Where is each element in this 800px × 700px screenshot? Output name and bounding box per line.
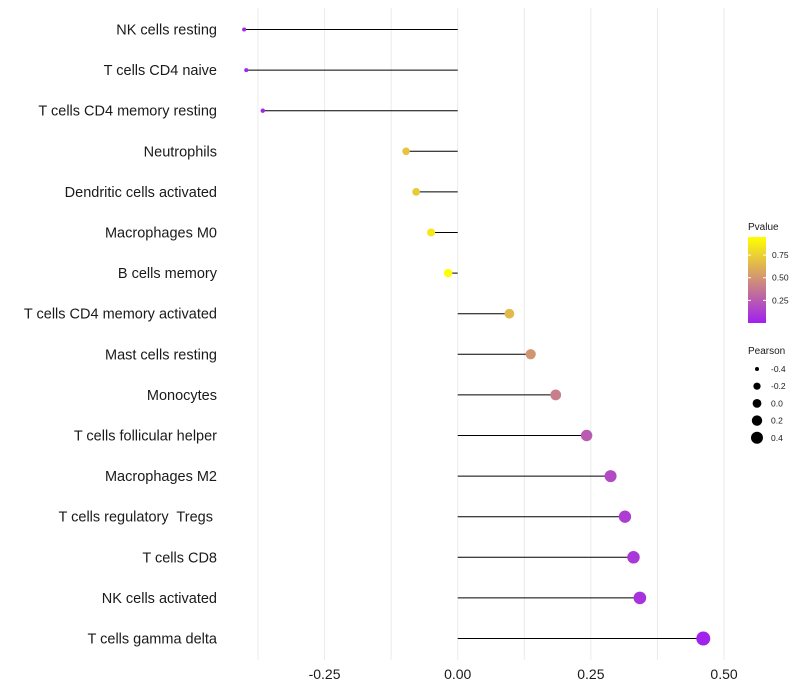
lollipop-point bbox=[260, 108, 265, 113]
pearson-legend: Pearson -0.4 -0.2 0.0 0.2 0.4 bbox=[748, 346, 786, 444]
lollipop-point bbox=[525, 349, 536, 360]
x-tick-label: -0.25 bbox=[309, 666, 341, 682]
size-legend-label: 0.2 bbox=[771, 416, 783, 426]
size-legend-dot bbox=[753, 382, 761, 390]
category-label: T cells CD8 bbox=[142, 550, 217, 566]
size-legend-dot bbox=[755, 367, 759, 371]
size-legend-dot bbox=[751, 431, 763, 444]
category-label: B cells memory bbox=[118, 266, 218, 282]
colorbar-tick-label: 0.75 bbox=[772, 250, 789, 260]
size-legend-label: 0.4 bbox=[771, 433, 783, 443]
lollipop-points bbox=[242, 27, 711, 646]
category-label: T cells CD4 memory activated bbox=[24, 307, 217, 323]
x-axis-tick-labels: -0.25 0.00 0.25 0.50 bbox=[309, 666, 738, 682]
category-label: T cells gamma delta bbox=[88, 632, 218, 648]
category-label: T cells CD4 memory resting bbox=[38, 104, 217, 120]
category-labels: NK cells resting T cells CD4 naive T cells… bbox=[24, 23, 218, 648]
pvalue-colorbar bbox=[748, 237, 766, 323]
lollipop-point bbox=[242, 27, 247, 32]
category-label: T cells regulatory Tregs bbox=[59, 510, 218, 526]
category-label: NK cells activated bbox=[102, 591, 217, 607]
category-label: Monocytes bbox=[147, 388, 217, 404]
colorbar-tick-label: 0.50 bbox=[772, 273, 789, 283]
pvalue-legend-title: Pvalue bbox=[748, 222, 779, 233]
category-label: T cells CD4 naive bbox=[104, 63, 217, 79]
category-label: Neutrophils bbox=[144, 144, 217, 160]
lollipop-point bbox=[618, 510, 632, 523]
lollipop-point bbox=[244, 68, 249, 73]
pearson-legend-title: Pearson bbox=[748, 346, 785, 357]
size-legend-label: -0.4 bbox=[771, 364, 786, 374]
lollipop-point bbox=[427, 228, 436, 237]
lollipop-point bbox=[443, 268, 453, 278]
lollipop-stems bbox=[244, 29, 704, 639]
size-legend-label: -0.2 bbox=[771, 381, 786, 391]
category-label: T cells follicular helper bbox=[74, 429, 217, 445]
lollipop-point bbox=[580, 429, 593, 442]
category-label: Macrophages M2 bbox=[105, 469, 217, 485]
category-label: Dendritic cells activated bbox=[65, 185, 217, 201]
size-legend-dot bbox=[751, 415, 763, 426]
lollipop-point bbox=[696, 631, 711, 646]
size-legend-label: 0.0 bbox=[771, 398, 783, 408]
x-tick-label: 0.00 bbox=[444, 666, 471, 682]
category-label: NK cells resting bbox=[116, 23, 217, 39]
colorbar-tick-label: 0.25 bbox=[772, 295, 789, 305]
pvalue-legend: Pvalue 0.25 0.50 0.75 bbox=[748, 222, 789, 323]
lollipop-point bbox=[550, 389, 562, 401]
category-label: Macrophages M0 bbox=[105, 226, 217, 242]
category-label: Mast cells resting bbox=[105, 347, 217, 363]
lollipop-point bbox=[402, 147, 410, 156]
x-tick-label: 0.25 bbox=[577, 666, 604, 682]
lollipop-point bbox=[604, 470, 617, 483]
lollipop-point bbox=[412, 188, 421, 196]
size-legend-dot bbox=[752, 399, 762, 408]
x-tick-label: 0.50 bbox=[710, 666, 737, 682]
lollipop-point bbox=[627, 551, 640, 564]
lollipop-point bbox=[504, 308, 515, 319]
grid-lines bbox=[257, 8, 725, 660]
lollipop-point bbox=[633, 591, 647, 605]
